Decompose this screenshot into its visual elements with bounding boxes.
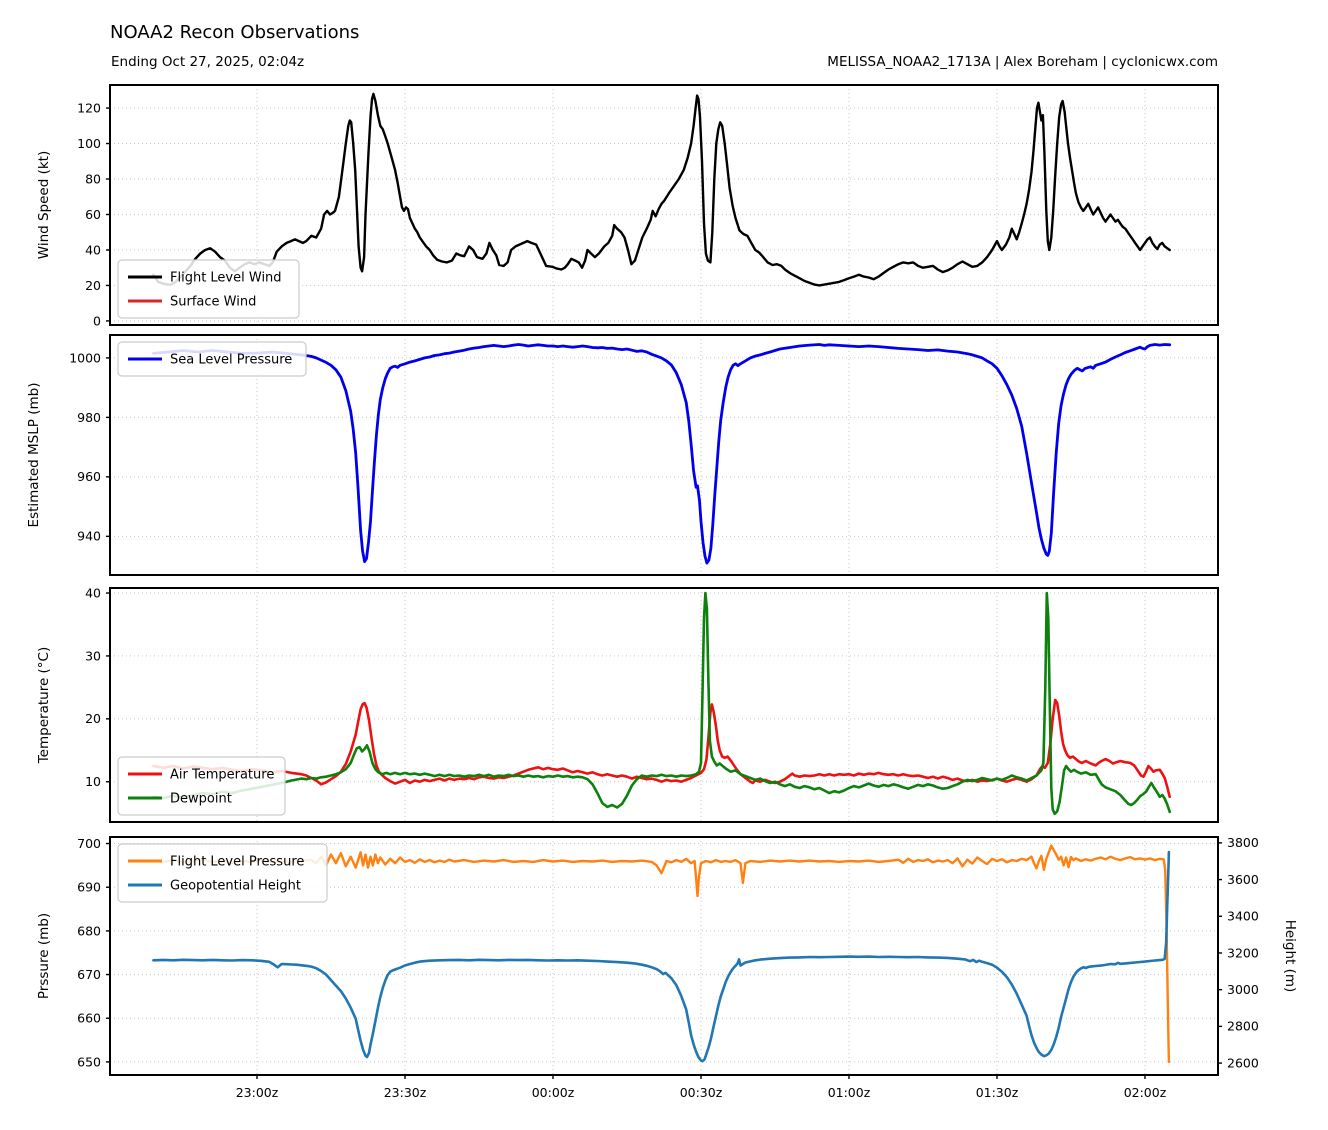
temp-panel-border xyxy=(109,587,1219,823)
wind-legend-box xyxy=(117,259,300,319)
y-tick-label: 120 xyxy=(77,100,101,115)
flight-level-pressure-line xyxy=(152,844,1171,1064)
y-tick-label: 0 xyxy=(93,313,101,328)
x-tick-label: 00:00z xyxy=(532,1085,575,1100)
y-tick-label: 60 xyxy=(85,207,101,222)
flight-level-wind-line xyxy=(152,92,1171,287)
legend-label: Dewpoint xyxy=(170,792,232,807)
legend-label: Sea Level Pressure xyxy=(170,353,292,368)
mslp-legend-box xyxy=(117,341,307,377)
y-tick-label: 20 xyxy=(85,278,101,293)
y-tick-label: 80 xyxy=(85,171,101,186)
x-tick-label: 23:30z xyxy=(384,1085,427,1100)
mslp-y-axis-label: Estimated MSLP (mb) xyxy=(26,383,42,528)
legend-label: Flight Level Pressure xyxy=(170,855,304,870)
chart-title: NOAA2 Recon Observations xyxy=(110,22,360,43)
y-tick-label: 40 xyxy=(85,242,101,257)
pres-panel-border xyxy=(109,836,1219,1076)
y-tick-label: 40 xyxy=(85,585,101,600)
y-right-tick-label: 2600 xyxy=(1227,1055,1259,1070)
y-tick-label: 100 xyxy=(77,136,101,151)
legend-label: Air Temperature xyxy=(170,768,274,783)
chart-subtitle: Ending Oct 27, 2025, 02:04z xyxy=(111,54,305,70)
x-tick-label: 02:00z xyxy=(1124,1085,1167,1100)
y-tick-label: 980 xyxy=(77,410,101,425)
x-tick-label: 23:00z xyxy=(236,1085,279,1100)
y-tick-label: 10 xyxy=(85,774,101,789)
height-y-axis-label: Height (m) xyxy=(1282,920,1298,993)
y-right-tick-label: 3600 xyxy=(1227,872,1259,887)
legend-label: Flight Level Wind xyxy=(170,271,282,286)
y-tick-label: 670 xyxy=(77,967,101,982)
dewpoint-line xyxy=(152,591,1171,816)
x-tick-label: 01:00z xyxy=(828,1085,871,1100)
y-tick-label: 690 xyxy=(77,880,101,895)
chart-credit: MELISSA_NOAA2_1713A | Alex Boreham | cyc… xyxy=(827,54,1218,70)
pres-legend-box xyxy=(117,843,328,903)
y-tick-label: 940 xyxy=(77,529,101,544)
legend-label: Geopotential Height xyxy=(170,879,301,894)
pres-y-axis-label: Prssure (mb) xyxy=(36,913,52,999)
wind-y-axis-label: Wind Speed (kt) xyxy=(36,151,52,259)
wind-panel-border xyxy=(109,84,1219,326)
y-tick-label: 1000 xyxy=(69,350,101,365)
y-right-tick-label: 3400 xyxy=(1227,909,1259,924)
y-tick-label: 660 xyxy=(77,1011,101,1026)
x-tick-label: 01:30z xyxy=(976,1085,1019,1100)
x-tick-label: 00:30z xyxy=(680,1085,723,1100)
y-tick-label: 680 xyxy=(77,923,101,938)
mslp-panel-border xyxy=(109,334,1219,576)
legend-label: Surface Wind xyxy=(170,295,256,310)
y-tick-label: 30 xyxy=(85,648,101,663)
geopotential-height-line xyxy=(152,850,1171,1063)
y-tick-label: 960 xyxy=(77,469,101,484)
y-right-tick-label: 3800 xyxy=(1227,835,1259,850)
temp-y-axis-label: Temperature (°C) xyxy=(36,647,52,765)
y-tick-label: 700 xyxy=(77,836,101,851)
sea-level-pressure-line xyxy=(151,343,1172,565)
y-right-tick-label: 3000 xyxy=(1227,982,1259,997)
y-right-tick-label: 3200 xyxy=(1227,945,1259,960)
y-tick-label: 650 xyxy=(77,1054,101,1069)
y-right-tick-label: 2800 xyxy=(1227,1019,1259,1034)
y-tick-label: 20 xyxy=(85,711,101,726)
air-temperature-line xyxy=(152,698,1171,799)
temp-legend-box xyxy=(117,756,286,816)
